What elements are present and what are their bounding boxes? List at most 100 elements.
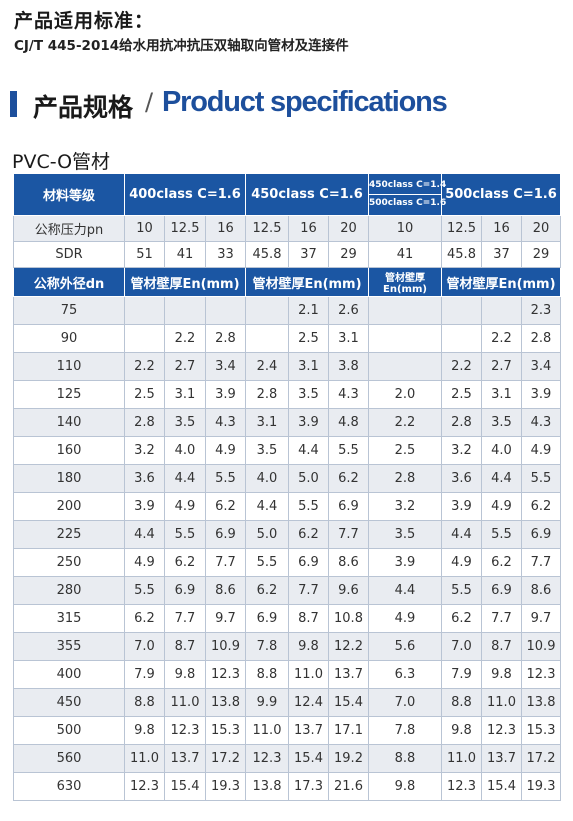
header-wall-500: 管材壁厚En(mm) [441,267,561,297]
table-cell: 3.9 [124,492,165,521]
table-cell: 6.2 [521,492,561,521]
table-cell: 4.4 [288,436,329,465]
table-cell: 7.9 [124,660,165,689]
table-cell: 16 [288,215,329,242]
table-cell [205,296,246,325]
header-class500-small: 500class C=1.6 [369,194,446,212]
table-row: 450 8.8 11.0 13.8 9.9 12.4 15.4 7.0 8.8 11.0 13.8 [13,688,561,717]
table-cell: 12.3 [245,744,289,773]
table-cell: 9.8 [441,716,482,745]
table-cell: 5.5 [441,576,482,605]
dn-cell: 450 [13,688,125,717]
table-cell: 33 [205,241,246,268]
table-cell: 6.9 [481,576,522,605]
table-cell: 10.9 [521,632,561,661]
table-cell: 7.0 [441,632,482,661]
header-wall-450: 管材壁厚En(mm) [245,267,369,297]
dn-cell: 140 [13,408,125,437]
table-cell: 2.5 [288,324,329,353]
table-cell: 3.4 [521,352,561,381]
dn-cell: 315 [13,604,125,633]
table-cell: 6.9 [245,604,289,633]
table-cell: 4.3 [328,380,369,409]
table-cell: 7.9 [441,660,482,689]
table-cell: 3.1 [245,408,289,437]
table-cell: 3.6 [441,464,482,493]
table-cell: 12.3 [164,716,206,745]
table-cell [245,324,289,353]
table-cell [481,296,522,325]
table-cell: 3.9 [441,492,482,521]
table-cell: 6.9 [164,576,206,605]
table-cell: 3.9 [288,408,329,437]
dn-cell: 125 [13,380,125,409]
table-cell: 4.9 [521,436,561,465]
table-cell: 2.1 [288,296,329,325]
table-cell: 8.8 [441,688,482,717]
table-cell: 13.7 [481,744,522,773]
dn-cell: 75 [13,296,125,325]
table-cell [124,296,165,325]
table-cell: 6.2 [441,604,482,633]
table-cell: 3.1 [481,380,522,409]
table-cell [368,352,442,381]
table-cell: 4.4 [164,464,206,493]
standard-text: CJ/T 445-2014给水用抗冲抗压双轴取向管材及连接件 [14,38,349,54]
table-cell: 13.8 [245,772,289,801]
table-cell: 6.2 [205,492,246,521]
table-cell: 6.2 [164,548,206,577]
table-cell: 17.2 [205,744,246,773]
table-cell: 4.4 [245,492,289,521]
table-cell [124,324,165,353]
table-cell: 9.8 [124,716,165,745]
table-cell: 2.7 [164,352,206,381]
table-cell: 5.5 [164,520,206,549]
table-cell: 19.3 [205,772,246,801]
table-cell: 20 [521,215,561,242]
table-cell: 6.2 [328,464,369,493]
dn-cell: 400 [13,660,125,689]
table-cell: 12.5 [441,215,482,242]
dn-cell: 280 [13,576,125,605]
table-cell: 11.0 [288,660,329,689]
table-cell: 9.8 [368,772,442,801]
table-cell: 2.4 [245,352,289,381]
table-row: 560 11.0 13.7 17.2 12.3 15.4 19.2 8.8 11.0 13.7 17… [13,744,561,773]
header-wall-mid: 管材壁厚En(mm) [368,267,442,297]
table-cell: 6.9 [328,492,369,521]
table-cell: 2.8 [368,464,442,493]
table-cell: 51 [124,241,165,268]
table-cell: 12.5 [245,215,289,242]
table-cell: 5.5 [481,520,522,549]
table-cell: 9.7 [205,604,246,633]
table-cell: 4.4 [441,520,482,549]
header-class450: 450class C=1.6 [245,173,369,216]
table-cell: 4.3 [521,408,561,437]
table-cell: 9.8 [288,632,329,661]
table-cell: 12.3 [205,660,246,689]
table-cell: 8.7 [164,632,206,661]
table-cell: 7.7 [328,520,369,549]
table-cell: 6.2 [124,604,165,633]
table-cell: 15.4 [164,772,206,801]
table-cell: 4.3 [205,408,246,437]
table-row: 355 7.0 8.7 10.9 7.8 9.8 12.2 5.6 7.0 8.7 10.9 [13,632,561,661]
header-class450-500-small: 450class C=1.4 500class C=1.6 [368,173,446,216]
table-cell: 7.7 [164,604,206,633]
table-row: 125 2.5 3.1 3.9 2.8 3.5 4.3 2.0 2.5 3.1 3.9 [13,380,561,409]
table-cell: 2.2 [164,324,206,353]
section-title-en: Product specifications [162,86,448,118]
table-cell: 4.0 [481,436,522,465]
table-cell: 4.9 [441,548,482,577]
table-cell: 3.5 [164,408,206,437]
standard-title: 产品适用标准： [14,10,155,32]
table-row: 110 2.2 2.7 3.4 2.4 3.1 3.8 2.2 2.7 3.4 [13,352,561,381]
table-cell: 2.0 [368,380,442,409]
table-row: 160 3.2 4.0 4.9 3.5 4.4 5.5 2.5 3.2 4.0 4.9 [13,436,561,465]
table-cell: 29 [521,241,561,268]
table-cell: 37 [481,241,522,268]
table-cell: 3.9 [205,380,246,409]
table-cell: 2.5 [368,436,442,465]
table-cell: 6.9 [205,520,246,549]
table-cell: 2.2 [368,408,442,437]
